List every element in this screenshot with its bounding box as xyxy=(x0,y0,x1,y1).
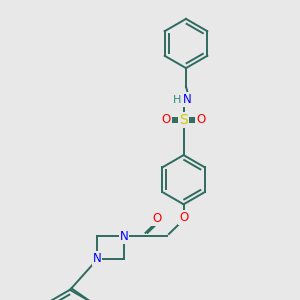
Text: N: N xyxy=(92,252,101,266)
Text: S: S xyxy=(179,113,188,127)
Text: N: N xyxy=(119,230,128,243)
Text: O: O xyxy=(162,113,171,126)
Text: O: O xyxy=(152,212,161,226)
Text: O: O xyxy=(196,113,206,126)
Text: O: O xyxy=(179,211,188,224)
Text: H: H xyxy=(173,95,181,105)
Text: N: N xyxy=(183,93,192,106)
